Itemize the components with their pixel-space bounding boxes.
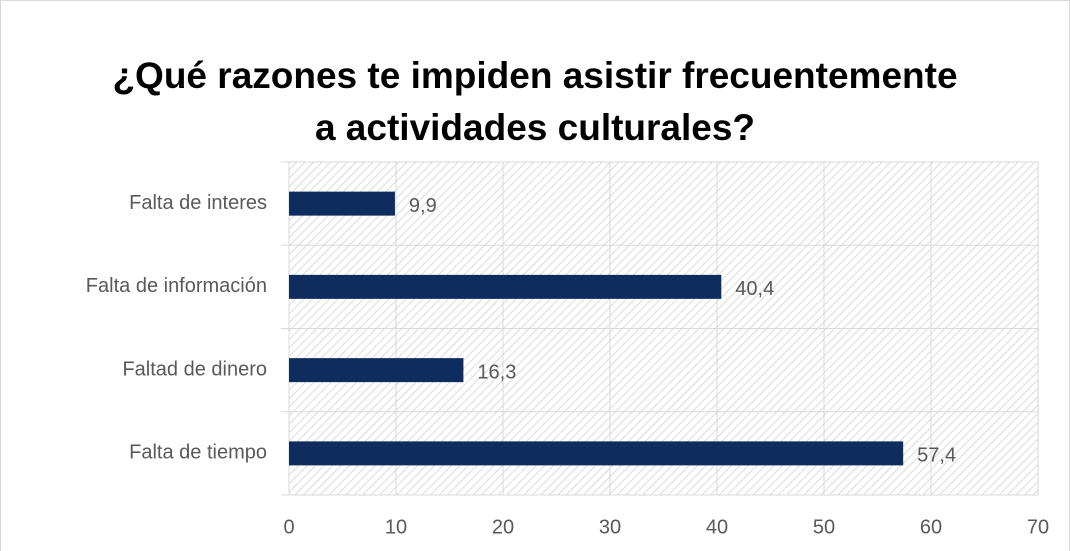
x-tick-label: 30 [599, 516, 621, 538]
y-tick-label: Falta de información [86, 275, 267, 297]
chart-title: ¿Qué razones te impiden asistir frecuent… [112, 55, 958, 148]
bar [289, 441, 904, 466]
y-tick-label: Falta de interes [129, 192, 267, 214]
data-label: 40,4 [735, 278, 774, 300]
x-tick-label: 20 [492, 516, 514, 538]
data-label: 57,4 [917, 445, 956, 467]
x-tick-label: 70 [1027, 516, 1049, 538]
bar [289, 191, 395, 216]
x-tick-label: 60 [920, 516, 942, 538]
x-tick-label: 0 [283, 516, 294, 538]
y-tick-label: Faltad de dinero [122, 358, 267, 380]
data-label: 9,9 [409, 195, 437, 217]
x-tick-label: 10 [385, 516, 407, 538]
y-tick-label: Falta de tiempo [129, 442, 267, 464]
x-tick-label: 40 [706, 516, 728, 538]
x-tick-label: 50 [813, 516, 835, 538]
bar [289, 358, 464, 383]
bar [289, 274, 722, 299]
data-label: 16,3 [477, 361, 516, 383]
